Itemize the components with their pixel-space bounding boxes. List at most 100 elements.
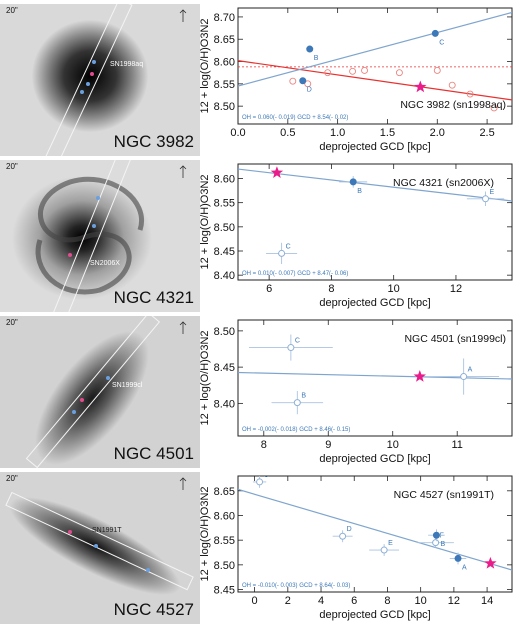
plot-area: B D C	[238, 11, 512, 112]
data-point	[482, 195, 490, 203]
y-tick-label: 8.70	[214, 12, 235, 24]
comparison-point	[289, 77, 297, 85]
abundance-plot-ngc4501: 8 9 10 11 8.40 8.45 8.50 deprojected GCD [kpc] 1…	[198, 312, 518, 468]
x-tick-label: 2	[285, 595, 291, 607]
y-tick-label: 8.50	[214, 326, 235, 338]
x-tick-label: 2.0	[430, 127, 445, 139]
y-tick-label: 8.55	[214, 79, 235, 91]
x-tick-label: 0.0	[230, 127, 245, 139]
point-label: F	[440, 533, 444, 540]
galaxy-image-ngc4527: 20" SN1991T NGC 4527	[0, 472, 200, 624]
comparison-point	[433, 67, 441, 74]
data-point	[454, 554, 462, 562]
x-axis-label: deprojected GCD [kpc]	[319, 453, 430, 465]
y-tick-label: 8.50	[214, 101, 235, 113]
fit-equation: OH = 0.010(- 0.007) GCD + 8.47(- 0.06)	[242, 271, 348, 277]
supernova-star	[270, 166, 284, 178]
plot-frame	[237, 163, 513, 281]
abundance-plot-ngc4527: 0 2 4 6 8 10 12 14 8.45 8.50 8.55 8.60 8.65 deproject…	[198, 468, 518, 624]
data-point	[339, 532, 347, 540]
point-label: A	[468, 367, 473, 374]
data-point	[460, 373, 468, 381]
plot-area: O D E FB A	[238, 472, 512, 571]
abundance-plot-ngc3982: 0.0 0.5 1.0 1.5 2.0 2.5 8.50 8.55 8.60 8.65 8.70 de…	[198, 0, 518, 156]
data-point	[278, 249, 286, 257]
abundance-plot-ngc4321: 6 8 10 12 8.40 8.45 8.50 8.55 8.60 deprojected GC…	[198, 156, 518, 312]
x-tick-label: 12	[450, 283, 462, 295]
plot-area: C B A	[238, 334, 512, 415]
comparison-point	[324, 69, 332, 77]
y-tick-label: 8.65	[214, 34, 235, 46]
point-label: C	[439, 39, 444, 46]
fit-line	[238, 168, 512, 202]
x-tick-label: 14	[481, 595, 493, 607]
supernova-label: SN1998aq	[110, 61, 144, 68]
plot-frame	[237, 475, 513, 593]
fit-equation: OH = -0.002(- 0.018) GCD + 8.46(- 0.15)	[242, 427, 350, 433]
galaxy-picture	[0, 472, 200, 624]
y-axis-label: 12 + log(O/H)O3N2	[199, 18, 211, 113]
y-tick-label: 8.45	[214, 585, 235, 597]
x-tick-label: 0	[252, 595, 258, 607]
data-point	[293, 399, 301, 407]
y-tick-label: 8.45	[214, 246, 235, 258]
point-label: A	[462, 564, 467, 571]
y-axis-label: 12 + log(O/H)O3N2	[199, 174, 211, 269]
x-tick-label: 10	[388, 283, 400, 295]
plot-frame	[237, 319, 513, 437]
x-tick-label: 2.5	[479, 127, 494, 139]
data-point	[306, 45, 314, 53]
galaxy-name: NGC 4527	[113, 600, 194, 619]
galaxy-image-ngc4501: 20" SN1999cl NGC 4501	[0, 316, 200, 468]
plot-title: NGC 4321 (sn2006X)	[393, 177, 494, 189]
x-axis-label: deprojected GCD [kpc]	[319, 141, 430, 153]
point-label: O	[264, 472, 270, 479]
x-tick-label: 11	[451, 439, 462, 451]
plot-title: NGC 4527 (sn1991T)	[394, 489, 494, 501]
point-label: D	[347, 526, 352, 533]
y-axis-label: 12 + log(O/H)O3N2	[199, 486, 211, 581]
galaxy-image-ngc4321: 20" SN2006X NGC 4321	[0, 160, 200, 312]
point-label: B	[440, 541, 445, 548]
scale-bar-label: 20"	[6, 6, 18, 15]
y-tick-label: 8.55	[214, 198, 235, 210]
supernova-label: SN1999cl	[112, 382, 143, 389]
comparison-point	[448, 81, 456, 89]
supernova-star	[413, 370, 426, 382]
plot-area: B E C	[238, 166, 512, 265]
supernova-star	[414, 80, 427, 93]
x-tick-label: 10	[387, 439, 399, 451]
x-tick-label: 10	[415, 595, 427, 607]
y-tick-label: 8.60	[214, 57, 235, 69]
y-axis-label: 12 + log(O/H)O3N2	[199, 330, 211, 425]
x-tick-label: 1.0	[330, 127, 345, 139]
chart-svg: 0.0 0.5 1.0 1.5 2.0 2.5 8.50 8.55 8.60 8.65 8.70 de…	[199, 7, 513, 153]
plot-title: NGC 3982 (sn1998aq)	[400, 99, 506, 111]
x-tick-label: 8	[328, 283, 334, 295]
data-point	[431, 29, 439, 37]
point-label: C	[295, 338, 300, 345]
fit-equation: OH = 0.060(- 0.019) GCD + 8.54(- 0.02)	[242, 115, 348, 121]
scale-bar-label: 20"	[6, 318, 18, 327]
comparison-point	[466, 90, 474, 98]
data-point	[380, 546, 388, 554]
fit-line	[238, 11, 512, 87]
x-tick-label: 4	[318, 595, 324, 607]
galaxy-picture	[0, 160, 200, 312]
y-tick-label: 8.45	[214, 362, 235, 374]
galaxy-image-ngc3982: 20" SN1998aq NGC 3982	[0, 4, 200, 156]
x-tick-label: 6	[266, 283, 272, 295]
x-tick-label: 12	[448, 595, 460, 607]
x-tick-label: 0.5	[280, 127, 295, 139]
x-tick-label: 8	[384, 595, 390, 607]
comparison-point	[361, 67, 368, 74]
fit-line	[238, 488, 512, 571]
y-tick-label: 8.65	[214, 486, 235, 498]
galaxy-picture	[0, 4, 200, 156]
y-tick-label: 8.50	[214, 222, 235, 234]
point-label: D	[307, 87, 312, 94]
plot-frame	[237, 7, 513, 125]
comparison-point	[395, 69, 403, 77]
data-point	[432, 539, 440, 547]
data-point	[299, 77, 307, 85]
